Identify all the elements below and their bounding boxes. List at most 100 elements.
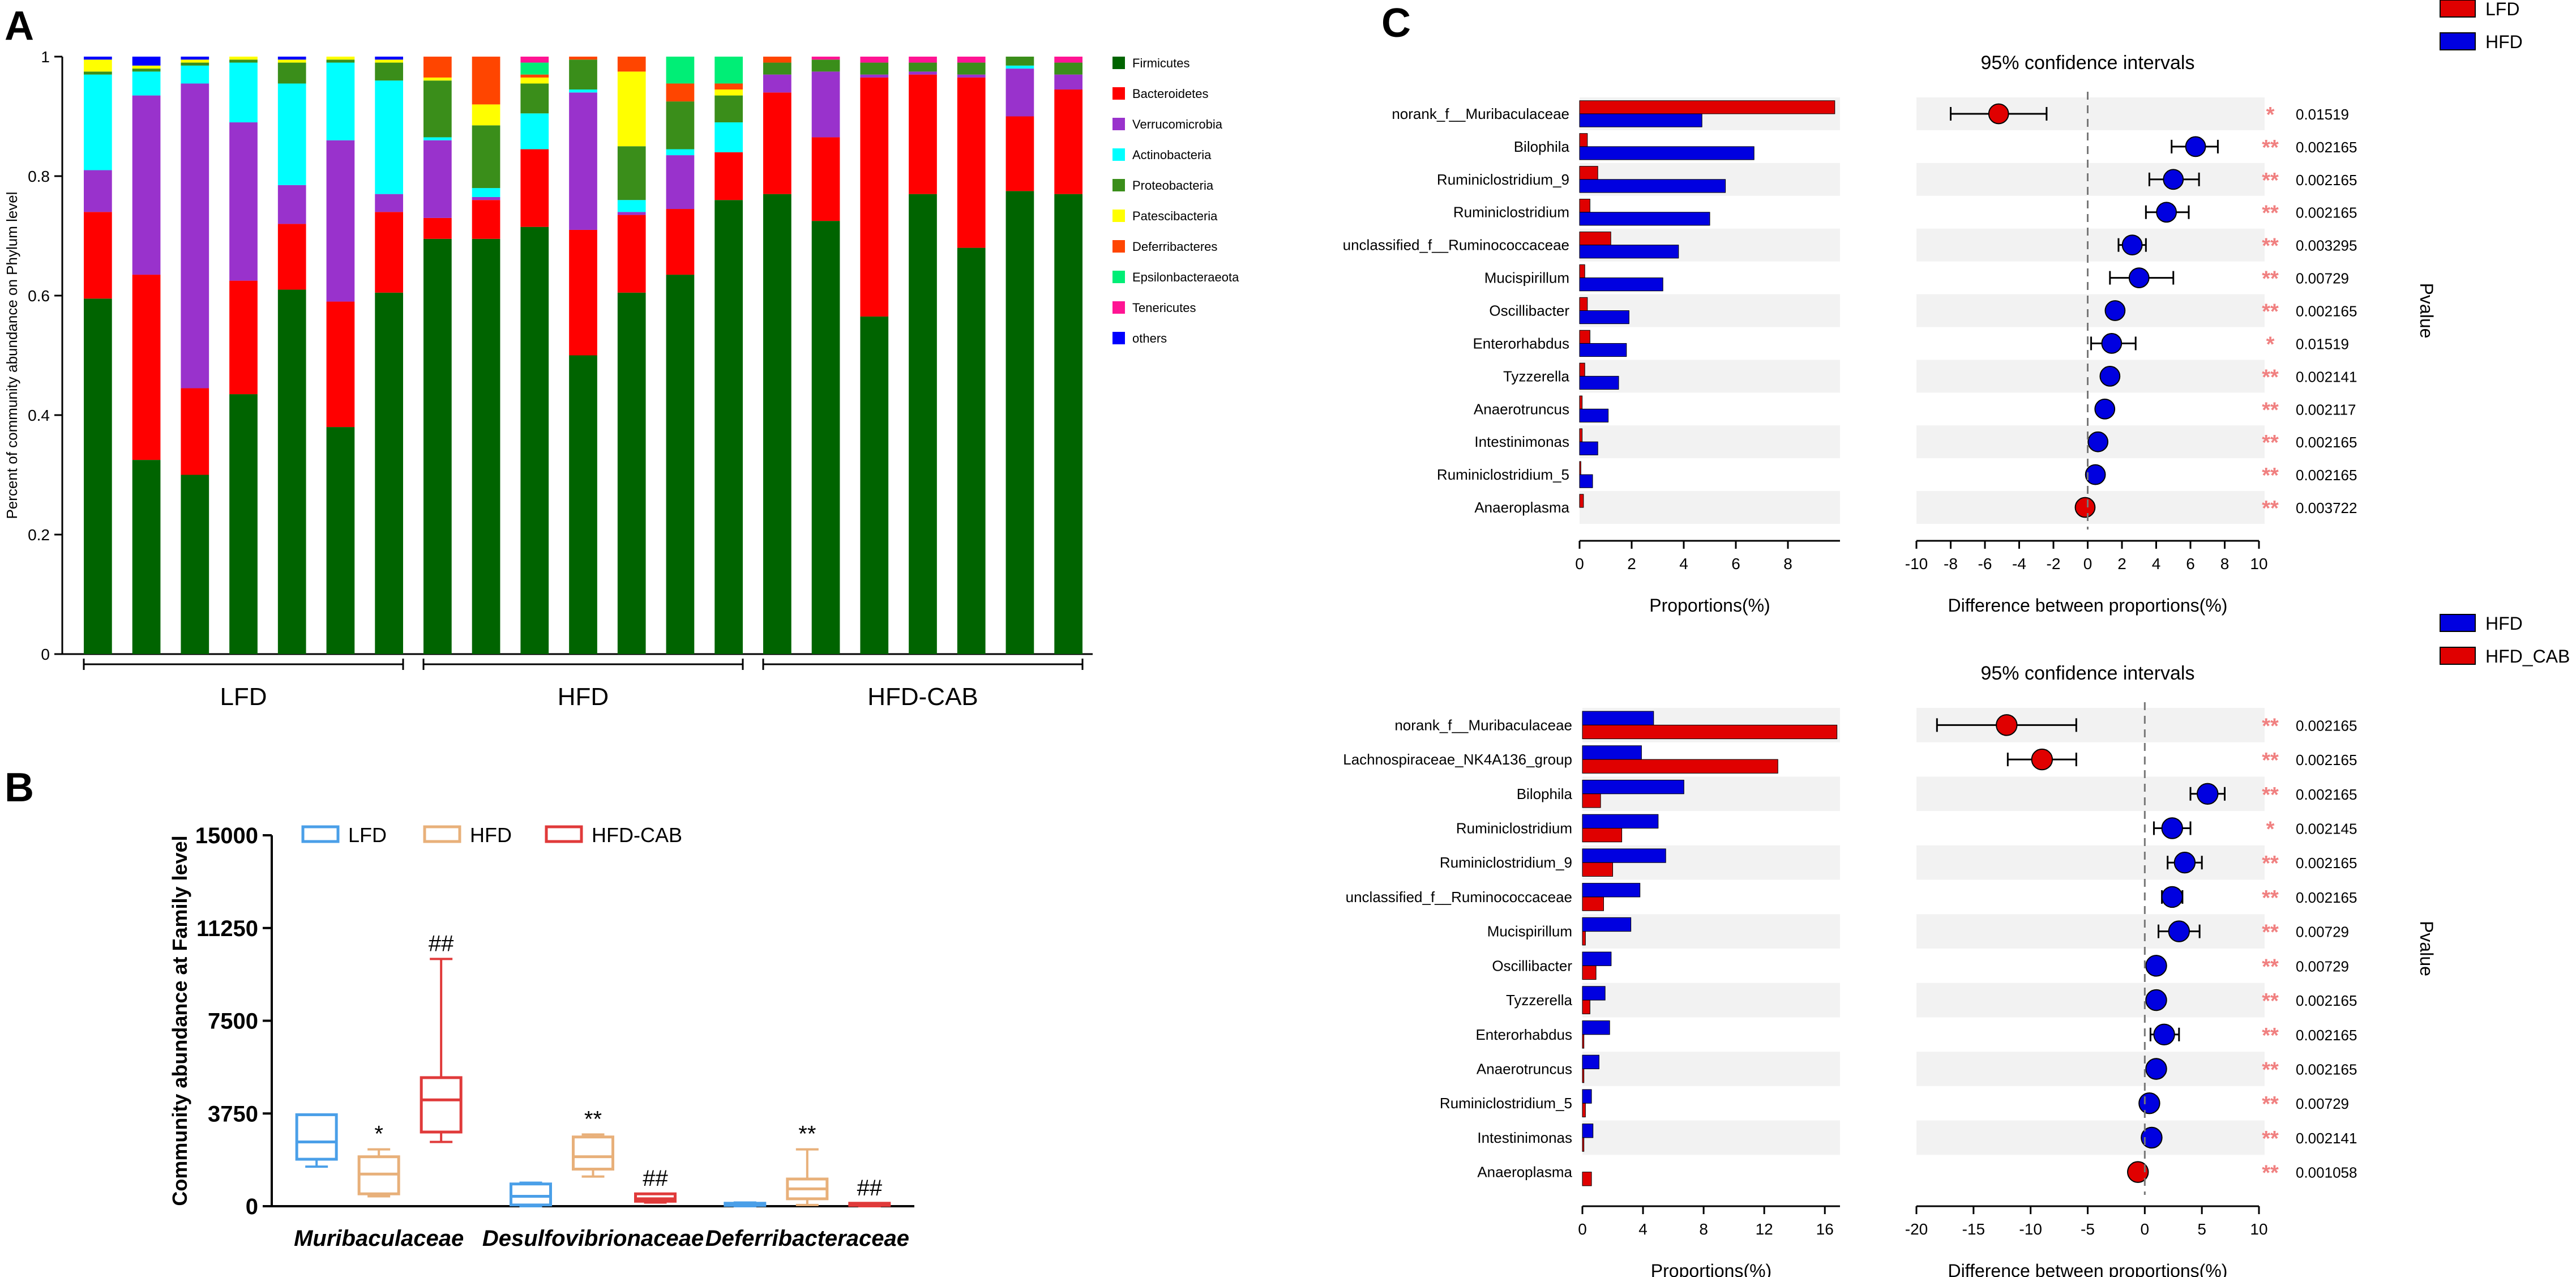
bar-segment-actinobacteria — [1005, 65, 1034, 69]
x-tick-label: 16 — [1816, 1220, 1834, 1238]
legend-label: Deferribacteres — [1132, 240, 1217, 254]
legend-swatch — [1112, 210, 1125, 222]
significance-mark: ** — [2262, 464, 2279, 488]
bar-segment-firmicutes — [84, 298, 112, 654]
row-band — [1916, 228, 2265, 262]
pvalue-axis-label: Pvalue — [2416, 283, 2437, 339]
row-band — [1916, 1052, 2265, 1086]
bar-segment-tenericutes — [957, 57, 986, 63]
legend-swatch — [1112, 271, 1125, 283]
box-hfd — [357, 1148, 400, 1198]
bar-segment-bacteroidetes — [617, 215, 646, 293]
bar-segment-patescibacteria — [714, 89, 743, 96]
feature-label: Ruminiclostridium_9 — [1440, 854, 1572, 871]
significance-mark: ** — [2262, 267, 2279, 291]
p-value: 0.002165 — [2296, 717, 2357, 734]
bar-segment-bacteroidetes — [277, 224, 306, 290]
significance-mark: ** — [2262, 714, 2279, 738]
bar-segment-verrucomicrobia — [811, 71, 840, 138]
bar-segment-proteobacteria — [957, 62, 986, 75]
x-tick-label: 0 — [1575, 555, 1584, 573]
proportion-bar-hfd_cab — [1582, 1172, 1592, 1186]
p-value: 0.00729 — [2296, 270, 2349, 287]
legend-swatch — [1112, 87, 1125, 100]
bar-segment-deferribacteres — [520, 74, 549, 78]
bar-segment-patescibacteria — [181, 59, 209, 63]
p-value: 0.002165 — [2296, 1061, 2357, 1078]
x-tick-label: -15 — [1962, 1220, 1985, 1238]
difference-point — [1988, 103, 2009, 125]
bar-segment-proteobacteria — [472, 125, 500, 189]
legend-label: HFD_CAB — [2485, 646, 2570, 667]
bar-segment-bacteroidetes — [666, 209, 695, 275]
difference-point — [2168, 920, 2190, 942]
significance-mark: ** — [2262, 1058, 2279, 1082]
feature-label: Ruminiclostridium — [1456, 820, 1572, 837]
feature-label: norank_f__Muribaculaceae — [1392, 105, 1569, 122]
legend-swatch — [2440, 647, 2476, 665]
feature-label: Enterorhabdus — [1473, 335, 1569, 352]
legend-swatch — [2440, 614, 2476, 632]
bar-segment-deferribacteres — [666, 83, 695, 102]
bar-segment-bacteroidetes — [957, 77, 986, 248]
proportion-bar-hfd_cab — [1582, 1103, 1586, 1117]
y-tick-label: 0.2 — [28, 526, 50, 544]
legend-label: LFD — [2485, 0, 2519, 19]
bar-segment-epsilonbacteraeota — [520, 62, 549, 75]
bar-segment-tenericutes — [909, 57, 937, 63]
proportion-bar-hfd — [1582, 951, 1612, 966]
significance-mark: ** — [2262, 1092, 2279, 1116]
difference-axis-label: Difference between proportions(%) — [1948, 595, 2228, 616]
bar-segment-proteobacteria — [375, 62, 403, 81]
significance-mark: ** — [2262, 955, 2279, 979]
legend-swatch — [301, 825, 340, 843]
bar-segment-firmicutes — [909, 194, 937, 654]
box-lfd — [295, 1113, 338, 1168]
p-value: 0.00729 — [2296, 1095, 2349, 1112]
feature-label: unclassified_f__Ruminococcaceae — [1343, 237, 1569, 254]
proportion-axis-label: Proportions(%) — [1649, 595, 1770, 616]
proportion-bar-lfd — [1579, 362, 1585, 377]
proportion-bar-lfd — [1579, 133, 1588, 147]
proportion-bar-hfd — [1579, 310, 1629, 324]
proportion-bar-lfd — [1579, 330, 1590, 344]
bar-segment-proteobacteria — [569, 59, 597, 90]
proportion-bar-lfd — [1579, 199, 1590, 213]
bar-segment-actinobacteria — [229, 62, 258, 123]
x-tick-label: -2 — [2047, 555, 2061, 573]
difference-point — [2145, 989, 2167, 1011]
bar-segment-bacteroidetes — [423, 217, 452, 239]
difference-point — [1996, 714, 2018, 736]
bar-segment-patescibacteria — [84, 59, 112, 72]
p-value: 0.002165 — [2296, 1027, 2357, 1044]
significance-mark: ** — [2262, 1024, 2279, 1048]
x-tick-label: 8 — [2220, 555, 2230, 573]
bar-segment-bacteroidetes — [714, 152, 743, 200]
bar-segment-proteobacteria — [666, 101, 695, 150]
feature-label: Anaeroplasma — [1474, 499, 1569, 516]
bar-segment-verrucomicrobia — [326, 140, 355, 302]
x-tick-label: 0 — [2141, 1220, 2150, 1238]
box-hfd-cab — [848, 1202, 891, 1207]
bar-segment-deferribacteres — [617, 57, 646, 72]
proportion-bar-lfd — [1579, 297, 1588, 311]
bar-segment-bacteroidetes — [229, 280, 258, 395]
legend-swatch — [2440, 0, 2476, 18]
row-band — [1916, 1120, 2265, 1155]
proportion-bar-lfd — [1579, 428, 1583, 442]
group-label: LFD — [220, 683, 267, 711]
p-value: 0.002165 — [2296, 751, 2357, 768]
x-tick-label: 2 — [2117, 555, 2126, 573]
legend-swatch — [1112, 332, 1125, 344]
bar-segment-bacteroidetes — [132, 275, 161, 460]
p-value: 0.002165 — [2296, 786, 2357, 803]
bar-segment-deferribacteres — [763, 57, 791, 63]
box-hfd — [572, 1133, 614, 1178]
proportion-bar-hfd — [1582, 745, 1642, 760]
legend-label: HFD — [2485, 32, 2523, 52]
x-tick-label: 4 — [2152, 555, 2161, 573]
legend-swatch — [1112, 118, 1125, 130]
y-tick-label: 1 — [41, 48, 50, 66]
significance-mark: ** — [798, 1122, 816, 1147]
x-tick-label: 5 — [2197, 1220, 2206, 1238]
